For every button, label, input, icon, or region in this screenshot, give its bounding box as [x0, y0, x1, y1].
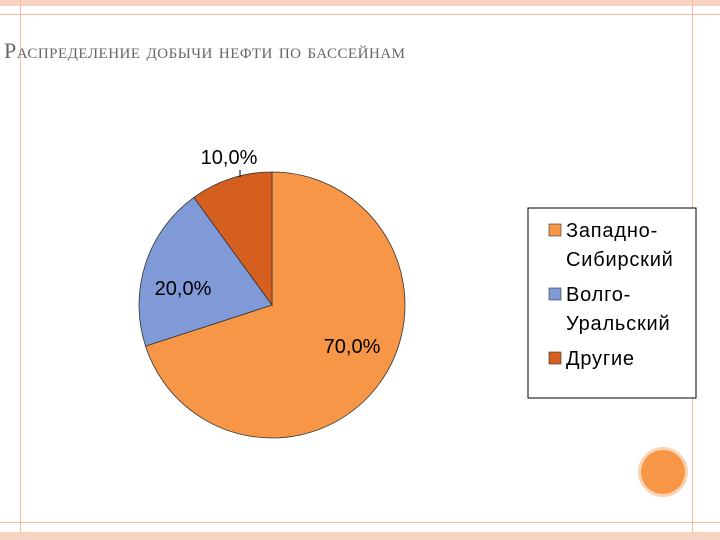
- legend-swatch-0: [548, 223, 562, 237]
- slide-title: Распределение добычи нефти по бассейнам: [4, 38, 406, 63]
- frame-top-line: [0, 14, 720, 15]
- frame-bottom-line: [0, 522, 720, 523]
- data-label-1: 20,0%: [155, 278, 212, 300]
- legend-swatch-2: [548, 351, 562, 365]
- legend-box: [527, 207, 697, 399]
- pie-slice-2: [193, 171, 273, 307]
- legend-label-2-0: Другие: [566, 348, 635, 370]
- legend-label-1-1: Уральский: [566, 313, 670, 335]
- frame-top-band: [0, 0, 720, 6]
- data-label-0: 70,0%: [324, 336, 381, 358]
- pie-slice-1: [138, 196, 273, 347]
- frame-left-line: [20, 0, 21, 540]
- decorative-circle: [641, 450, 685, 494]
- legend-label-0-0: Западно-: [566, 220, 658, 242]
- pie-slice-0: [145, 171, 406, 439]
- legend-swatch-1: [548, 287, 562, 301]
- data-label-2: 10,0%: [201, 147, 258, 169]
- legend-label-1-0: Волго-: [566, 284, 631, 306]
- legend-label-0-1: Сибирский: [566, 249, 674, 271]
- frame-bottom-band: [0, 532, 720, 540]
